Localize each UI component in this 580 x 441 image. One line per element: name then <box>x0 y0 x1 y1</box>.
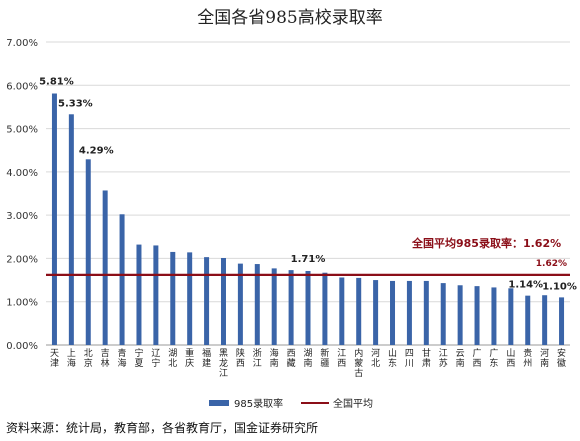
x-tick-label: 西藏 <box>287 348 296 369</box>
y-tick-label: 3.00% <box>6 211 38 222</box>
x-tick-label: 陕西 <box>236 347 245 369</box>
x-tick-label: 浙江 <box>253 347 262 369</box>
x-tick-label: 福建 <box>202 347 211 369</box>
y-tick-label: 7.00% <box>6 38 38 49</box>
bar-海南 <box>271 268 277 345</box>
bar-江西 <box>339 277 345 345</box>
bar-甘肃 <box>423 280 429 345</box>
bar-河南 <box>542 295 548 345</box>
x-tick-label: 重庆 <box>185 347 194 369</box>
x-tick-label: 山西 <box>506 348 515 369</box>
bar-黑龙江 <box>220 257 226 345</box>
bar-辽宁 <box>153 245 159 345</box>
x-tick-label: 湖北 <box>168 348 177 369</box>
x-tick-label: 上海 <box>67 348 76 369</box>
bar-江苏 <box>440 283 446 345</box>
legend: 985录取率 全国平均 <box>209 397 373 410</box>
bar-青海 <box>119 214 125 345</box>
y-tick-label: 6.00% <box>6 81 38 92</box>
x-axis-labels: 天津上海北京吉林青海宁夏辽宁湖北重庆福建黑龙江陕西浙江海南西藏湖南新疆江西内蒙古… <box>50 347 566 379</box>
bar-山东 <box>390 280 396 345</box>
bar-吉林 <box>102 190 108 345</box>
x-tick-label: 广东 <box>489 347 498 369</box>
bar-湖南 <box>305 270 311 345</box>
bars <box>51 93 565 345</box>
bar-贵州 <box>525 295 531 345</box>
x-tick-label: 安徽 <box>557 347 566 369</box>
bar-福建 <box>204 257 210 345</box>
data-label: 5.81% <box>39 77 74 88</box>
data-label: 5.33% <box>58 98 93 109</box>
gridlines <box>46 41 570 346</box>
data-label: 1.14% <box>508 280 543 291</box>
bar-云南 <box>457 285 463 345</box>
x-tick-label: 贵州 <box>523 347 532 369</box>
x-tick-label: 山东 <box>388 348 397 369</box>
bar-宁夏 <box>136 244 142 345</box>
x-tick-label: 江苏 <box>439 348 448 369</box>
bar-河北 <box>373 280 379 345</box>
x-tick-label: 河南 <box>540 347 549 369</box>
x-tick-label: 云南 <box>456 349 465 369</box>
bar-广西 <box>474 286 480 345</box>
bar-四川 <box>406 280 412 345</box>
y-tick-label: 1.00% <box>6 298 38 309</box>
x-tick-label: 广西 <box>473 347 482 369</box>
bar-新疆 <box>322 272 328 345</box>
y-tick-label: 4.00% <box>6 168 38 179</box>
x-tick-label: 湖南 <box>303 348 312 369</box>
legend-swatch-bar <box>209 400 229 406</box>
y-tick-label: 2.00% <box>6 254 38 265</box>
legend-label-average: 全国平均 <box>333 397 373 410</box>
x-tick-label: 海南 <box>270 347 279 369</box>
x-tick-label: 河北 <box>371 347 380 369</box>
y-axis-ticks: 0.00% 1.00% 2.00% 3.00% 4.00% 5.00% 6.00% 7.00% <box>6 38 38 352</box>
average-line-group: 全国平均985录取率：1.62% 1.62% <box>46 236 570 276</box>
bar-浙江 <box>254 264 260 345</box>
bar-湖北 <box>170 251 176 345</box>
y-tick-label: 0.00% <box>6 341 38 352</box>
bar-广东 <box>491 287 497 345</box>
data-label: 4.29% <box>79 145 114 156</box>
data-label: 1.71% <box>291 254 326 265</box>
x-tick-label: 天津 <box>50 349 59 369</box>
legend-label-bar: 985录取率 <box>234 397 283 410</box>
bar-陕西 <box>237 263 243 345</box>
average-value-label: 1.62% <box>536 259 567 269</box>
bar-山西 <box>508 288 514 345</box>
bar-重庆 <box>187 252 193 345</box>
x-tick-label: 甘肃 <box>422 347 431 369</box>
x-tick-label: 辽宁 <box>151 348 160 369</box>
average-annotation: 全国平均985录取率：1.62% <box>411 236 561 250</box>
x-tick-label: 四川 <box>405 349 414 369</box>
bar-天津 <box>51 93 57 345</box>
x-tick-label: 吉林 <box>101 348 110 369</box>
bar-内蒙古 <box>356 277 362 345</box>
bar-上海 <box>68 114 74 345</box>
x-tick-label: 青海 <box>118 347 127 369</box>
bar-安徽 <box>559 297 565 345</box>
bar-北京 <box>85 159 91 345</box>
x-tick-label: 黑龙江 <box>219 348 228 379</box>
x-tick-label: 宁夏 <box>134 347 143 369</box>
data-labels: 5.81% 5.33% 4.29% 1.71% 1.14% 1.10% <box>39 77 577 293</box>
source-note: 资料来源：统计局，教育部，各省教育厅，国金证券研究所 <box>6 421 319 435</box>
bar-西藏 <box>288 270 294 345</box>
x-tick-label: 北京 <box>84 348 93 369</box>
chart-title: 全国各省985高校录取率 <box>197 8 382 28</box>
x-tick-label: 江西 <box>337 348 346 369</box>
x-tick-label: 内蒙古 <box>354 347 363 379</box>
data-label: 1.10% <box>542 281 577 292</box>
x-tick-label: 新疆 <box>320 347 329 369</box>
y-tick-label: 5.00% <box>6 125 38 136</box>
